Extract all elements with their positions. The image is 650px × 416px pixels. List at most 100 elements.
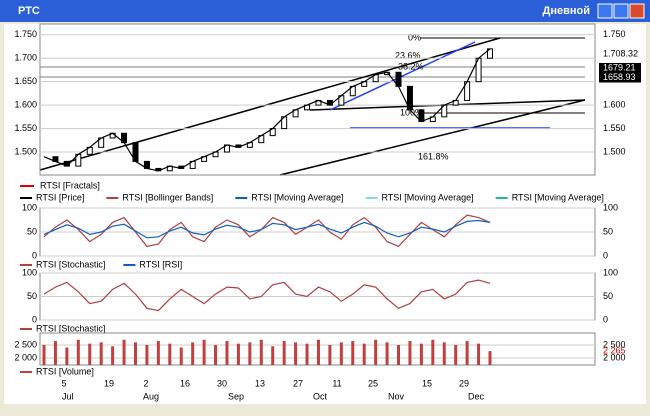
- legend-entry: RTSI [Moving Average]: [251, 192, 343, 202]
- y-tick-label-right: 0: [603, 250, 608, 260]
- y-tick-label: 0: [32, 314, 37, 324]
- price-tag: [599, 62, 641, 73]
- price-line: [43, 48, 491, 172]
- x-day: 5: [61, 378, 66, 388]
- y-tick-label: 1.550: [14, 123, 37, 133]
- legend-entry: RTSI [Moving Average]: [512, 192, 604, 202]
- y-tick-label-right: 100: [603, 202, 618, 212]
- fib-label: 23.6%: [395, 50, 421, 60]
- y-tick-label: 50: [27, 226, 37, 236]
- x-day: 25: [368, 378, 378, 388]
- volume-bar: [133, 342, 137, 365]
- volume-bar: [65, 347, 69, 365]
- legend-entry: RTSI [Bollinger Bands]: [122, 192, 213, 202]
- panel-frame: [39, 23, 596, 176]
- x-day: 19: [104, 378, 114, 388]
- volume-bar: [191, 342, 195, 365]
- timeframe: Дневной: [543, 5, 591, 17]
- volume-bar: [225, 341, 229, 365]
- volume-bar: [442, 342, 446, 365]
- volume-bar: [374, 339, 378, 365]
- volume-bar: [419, 343, 423, 365]
- y-tick-label: 1.500: [14, 146, 37, 156]
- volume-bar: [248, 342, 252, 365]
- candle: [487, 48, 493, 59]
- x-day: 29: [459, 378, 469, 388]
- osc-line: [43, 219, 491, 239]
- volume-bar: [42, 344, 46, 365]
- y-tick-label-right: 50: [603, 226, 613, 236]
- volume-bar: [488, 351, 492, 365]
- legend-entry: RTSI [Volume]: [36, 366, 94, 376]
- x-day: 30: [217, 378, 227, 388]
- legend-entry: RTSI [Price]: [36, 192, 84, 202]
- volume-bar: [362, 343, 366, 365]
- volume-bar: [282, 341, 286, 365]
- x-day: 2: [143, 378, 148, 388]
- volume-bar: [168, 343, 172, 365]
- volume-bar: [397, 344, 401, 365]
- volume-bar: [305, 343, 309, 365]
- right-label: 1.500: [603, 146, 626, 156]
- volume-bar: [351, 341, 355, 365]
- volume-bar: [122, 339, 126, 365]
- volume-bar: [99, 342, 103, 365]
- volume-bar: [339, 342, 343, 365]
- volume-bar: [236, 343, 240, 365]
- osc-line: [43, 214, 491, 248]
- y-tick-label: 1.700: [14, 53, 37, 63]
- fib-label: 100%: [400, 107, 423, 117]
- trend-lines: [39, 37, 586, 176]
- volume-bar: [259, 339, 263, 365]
- chart-area: [4, 24, 646, 404]
- volume-bar: [53, 341, 57, 365]
- x-day: 27: [293, 378, 303, 388]
- x-month: Sep: [228, 391, 244, 401]
- close-button[interactable]: [629, 3, 645, 19]
- right-label: 2 265: [603, 345, 626, 355]
- x-day: 11: [332, 378, 341, 388]
- fib-label: 38.2%: [398, 61, 424, 71]
- volume-bar: [271, 346, 275, 365]
- stoch-line: [43, 279, 491, 312]
- right-label: 2 500: [603, 339, 626, 349]
- x-month: Nov: [388, 391, 405, 401]
- maximize-button[interactable]: [613, 3, 629, 19]
- y-tick-label: 2 000: [14, 352, 37, 362]
- x-day: 16: [180, 378, 190, 388]
- right-label: 1.708.32: [603, 49, 638, 59]
- y-tick-label: 0: [32, 250, 37, 260]
- volume-bar: [202, 339, 206, 365]
- volume-bar: [294, 342, 298, 365]
- x-day: 13: [255, 378, 265, 388]
- volume-bar: [156, 341, 160, 365]
- right-label: 1.600: [603, 100, 626, 110]
- legend-entry: RTSI [RSI]: [139, 259, 182, 269]
- right-label: 2 000: [603, 352, 626, 362]
- legend-entry: RTSI [Stochastic]: [36, 259, 105, 269]
- y-tick-label-right: 100: [603, 267, 618, 277]
- volume-bar: [214, 344, 218, 365]
- x-day: 15: [422, 378, 432, 388]
- volume-bar: [454, 344, 458, 365]
- y-tick-label: 50: [27, 291, 37, 301]
- x-month: Aug: [143, 391, 159, 401]
- volume-bar: [111, 346, 115, 365]
- volume-bar: [385, 342, 389, 365]
- y-tick-label: 1.600: [14, 100, 37, 110]
- y-tick-label: 1.650: [14, 76, 37, 86]
- y-tick-label: 100: [22, 267, 37, 277]
- right-label: 1.750: [603, 29, 626, 39]
- legend-entry: RTSI [Fractals]: [40, 180, 100, 190]
- fib-label: 0%: [408, 32, 421, 42]
- price-tag: [599, 72, 641, 83]
- y-tick-label: 2 500: [14, 339, 37, 349]
- volume-bar: [431, 339, 435, 365]
- x-month: Jul: [62, 391, 74, 401]
- x-month: Oct: [313, 391, 328, 401]
- x-month: Dec: [468, 391, 485, 401]
- minimize-button[interactable]: [597, 3, 613, 19]
- y-tick-label-right: 0: [603, 314, 608, 324]
- legend-entry: RTSI [Moving Average]: [381, 192, 473, 202]
